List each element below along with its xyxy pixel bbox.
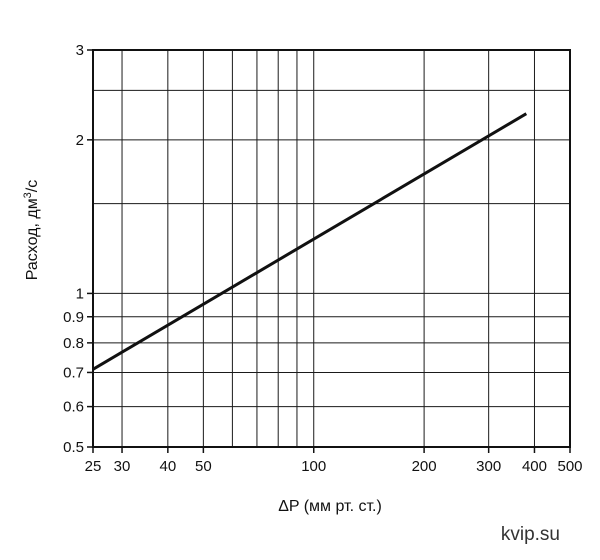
x-tick-label: 500 bbox=[557, 458, 582, 475]
watermark: kvip.su bbox=[500, 524, 560, 545]
x-axis-title: ΔP (мм рт. ст.) bbox=[278, 498, 382, 515]
y-axis-title-tail: /с bbox=[24, 180, 41, 192]
x-tick-label: 50 bbox=[195, 458, 212, 475]
y-axis-title-main: Расход, дм bbox=[24, 198, 41, 280]
y-axis-title: Расход, дм3/с bbox=[22, 180, 41, 281]
x-tick-label: 30 bbox=[114, 458, 131, 475]
x-tick-label: 400 bbox=[522, 458, 547, 475]
y-tick-label: 0.8 bbox=[63, 335, 84, 352]
y-tick-label: 2 bbox=[76, 132, 84, 149]
y-tick-label: 0.5 bbox=[63, 439, 84, 456]
tick-labels: 25 30 40 50 100 200 300 400 500 0.5 0.6 0.7 0.8 0.9 1 2… bbox=[63, 42, 582, 475]
plot-frame bbox=[92, 49, 571, 448]
y-tick-label: 0.6 bbox=[63, 399, 84, 416]
grid bbox=[93, 50, 570, 447]
y-tick-label: 0.9 bbox=[63, 309, 84, 326]
y-tick-label: 3 bbox=[76, 42, 84, 59]
y-tick-label: 1 bbox=[76, 285, 84, 302]
series bbox=[92, 112, 528, 371]
x-tick-label: 200 bbox=[412, 458, 437, 475]
y-tick-label: 0.7 bbox=[63, 364, 84, 381]
x-tick-label: 25 bbox=[85, 458, 102, 475]
series-line bbox=[92, 112, 528, 371]
ticks bbox=[87, 49, 571, 453]
x-tick-label: 300 bbox=[476, 458, 501, 475]
y-axis-title-sup: 3 bbox=[22, 192, 34, 198]
plot-border bbox=[92, 49, 571, 448]
x-tick-label: 100 bbox=[301, 458, 326, 475]
x-tick-label: 40 bbox=[159, 458, 176, 475]
